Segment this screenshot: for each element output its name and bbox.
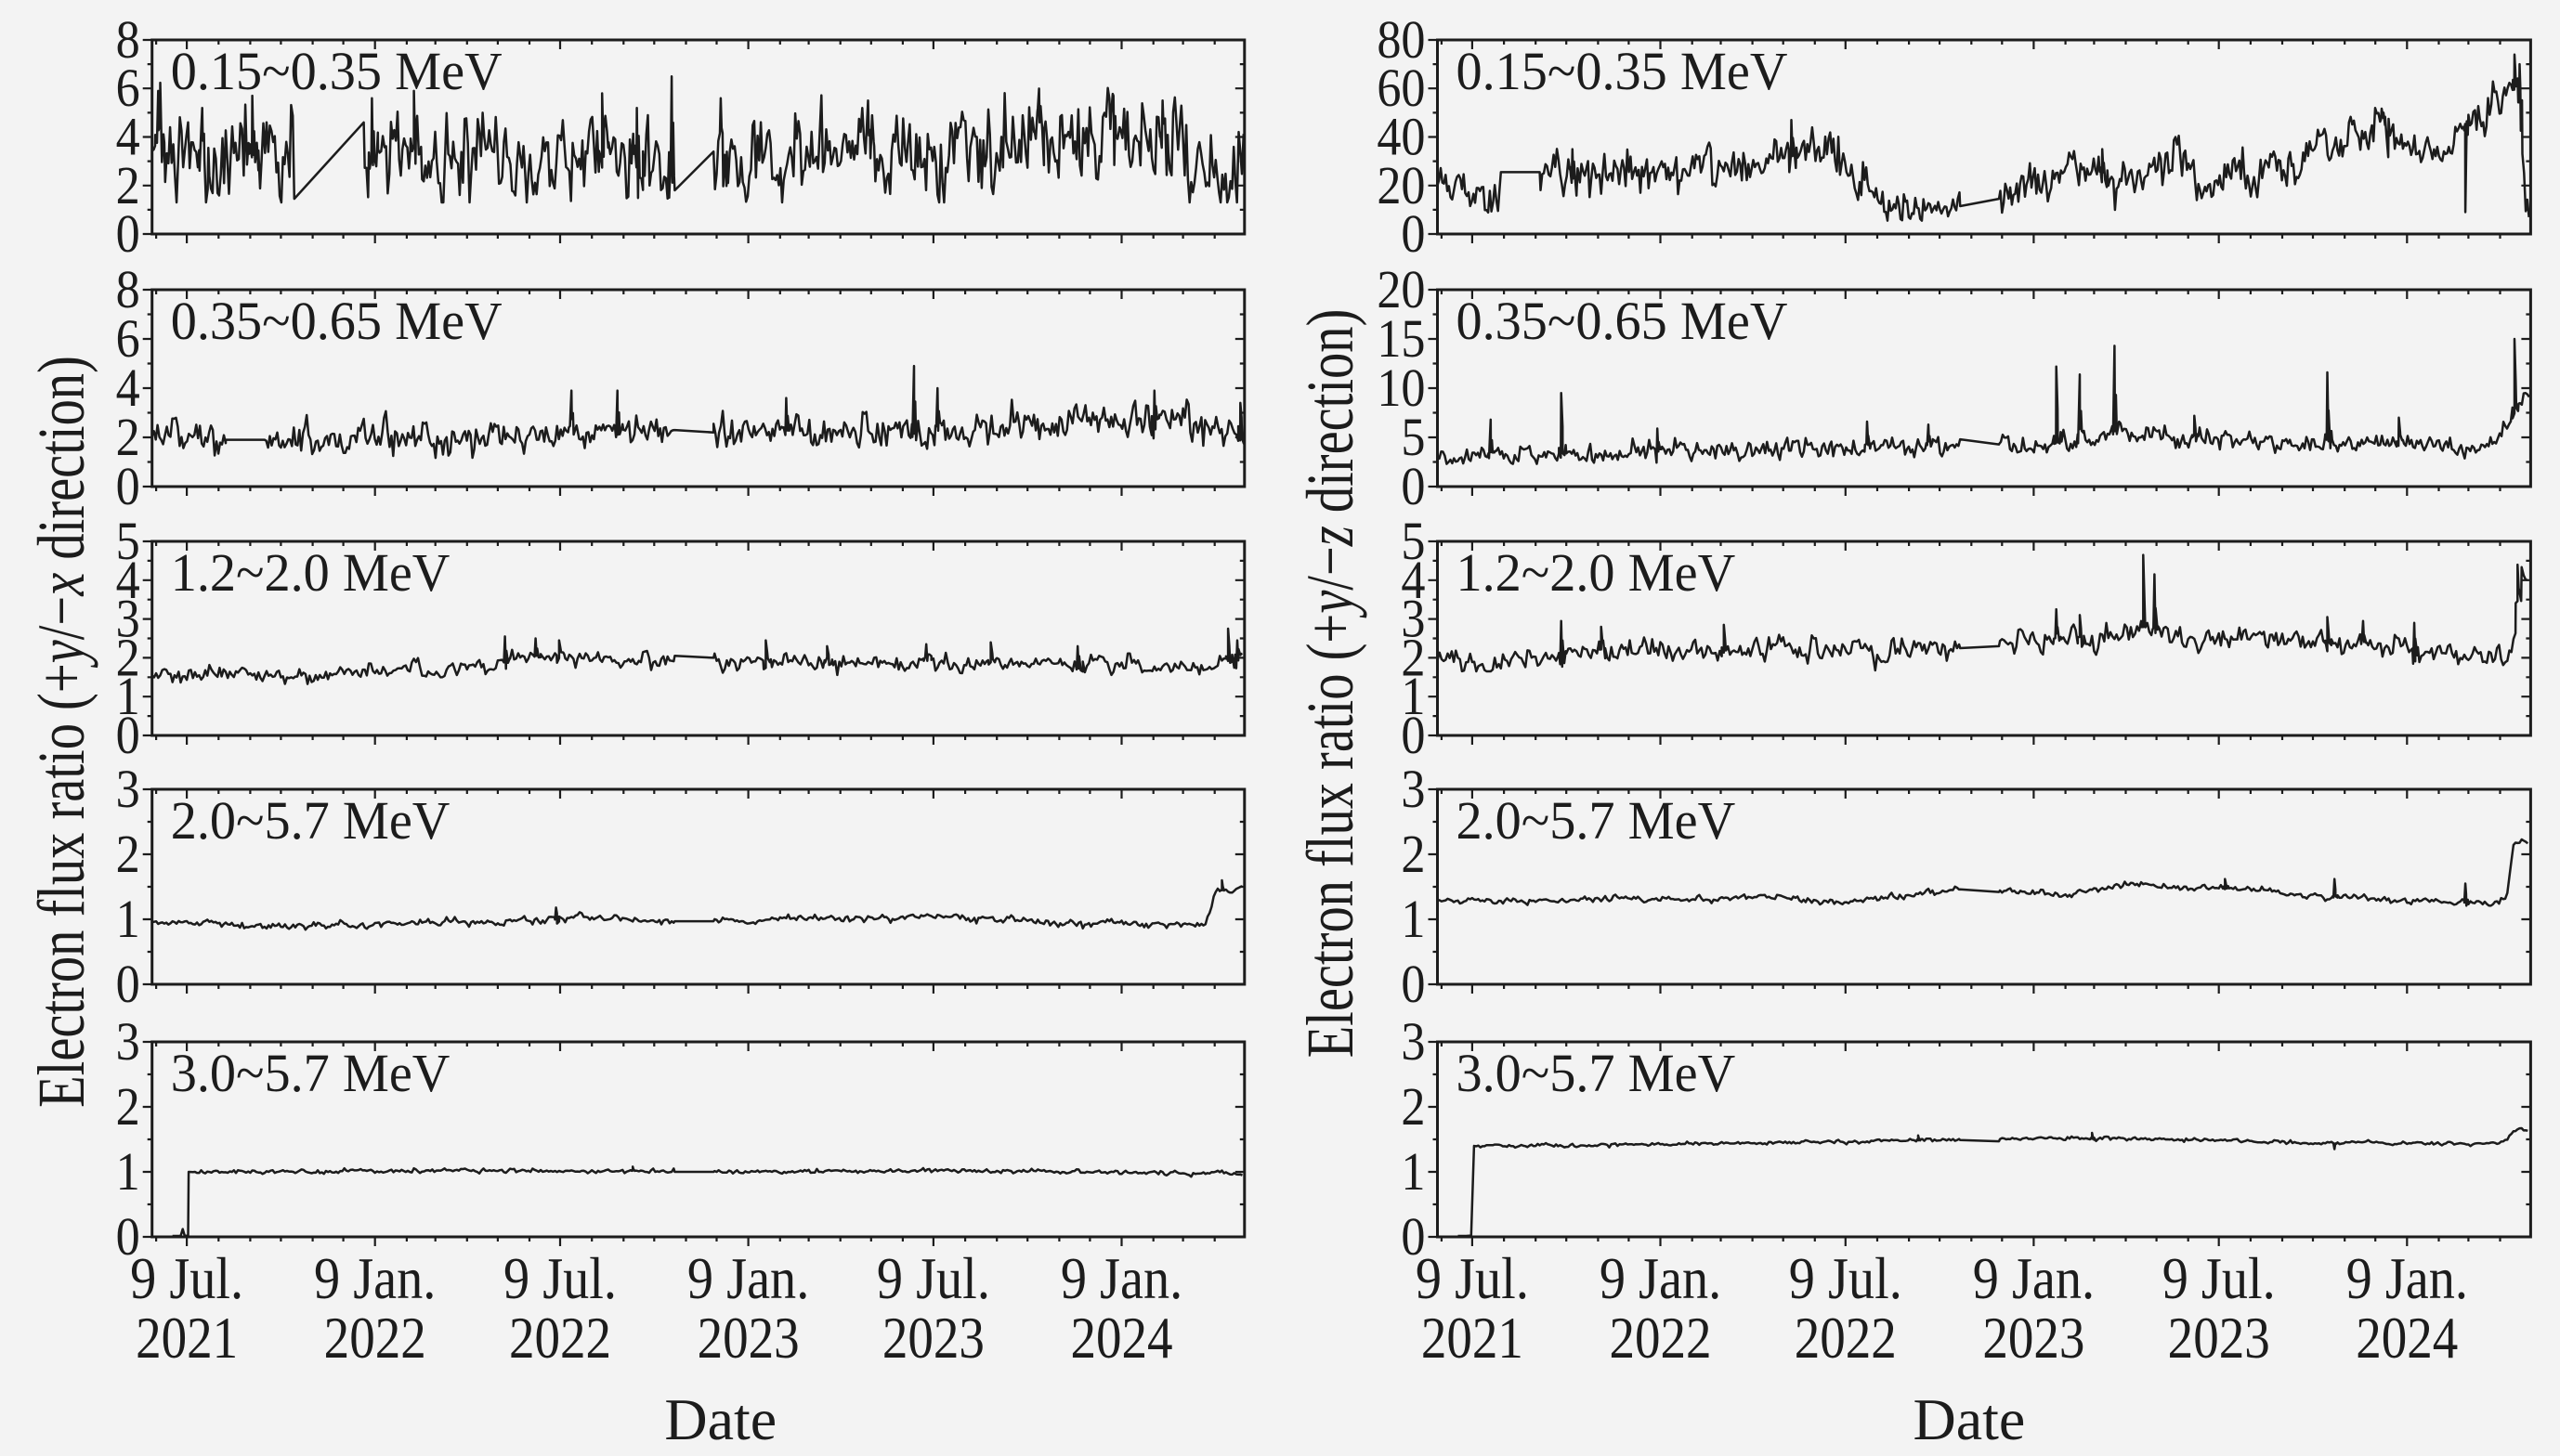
svg-text:2022: 2022 [324,1305,426,1371]
svg-text:0: 0 [1401,203,1425,263]
svg-text:2: 2 [1401,824,1425,883]
svg-text:1: 1 [116,889,140,948]
svg-text:0.15~0.35 MeV: 0.15~0.35 MeV [1456,42,1788,101]
svg-text:10: 10 [1377,358,1425,417]
svg-text:0: 0 [1401,1206,1425,1266]
svg-text:5: 5 [1401,407,1425,466]
svg-text:4: 4 [116,550,140,609]
svg-text:2: 2 [1401,1076,1425,1136]
svg-text:9 Jul.: 9 Jul. [130,1246,243,1312]
svg-text:2021: 2021 [1421,1305,1523,1371]
svg-text:9 Jan.: 9 Jan. [687,1246,809,1312]
svg-text:6: 6 [116,308,140,368]
svg-text:2022: 2022 [509,1305,611,1371]
svg-text:0.35~0.65 MeV: 0.35~0.65 MeV [1456,292,1788,351]
svg-text:40: 40 [1377,107,1425,166]
svg-text:0: 0 [1401,456,1425,515]
svg-text:Date: Date [1913,1386,2025,1451]
svg-text:3.0~5.7 MeV: 3.0~5.7 MeV [1456,1044,1736,1103]
svg-text:3: 3 [116,1011,140,1071]
svg-text:9 Jan.: 9 Jan. [1061,1246,1182,1312]
svg-text:5: 5 [1401,511,1425,570]
svg-text:2023: 2023 [882,1305,985,1371]
svg-text:2: 2 [116,407,140,466]
svg-text:2022: 2022 [1795,1305,1897,1371]
svg-text:3: 3 [1401,589,1425,648]
svg-text:0: 0 [116,954,140,1013]
svg-text:80: 80 [1377,9,1425,69]
svg-text:8: 8 [116,9,140,69]
svg-text:4: 4 [116,107,140,166]
svg-text:15: 15 [1377,308,1425,368]
svg-text:1: 1 [1401,889,1425,948]
svg-text:0.35~0.65 MeV: 0.35~0.65 MeV [171,292,503,351]
svg-text:3.0~5.7 MeV: 3.0~5.7 MeV [171,1044,451,1103]
svg-text:1.2~2.0 MeV: 1.2~2.0 MeV [1456,543,1736,603]
svg-text:3: 3 [116,759,140,818]
svg-text:Date: Date [664,1386,777,1451]
svg-text:2: 2 [116,155,140,214]
svg-text:1: 1 [116,667,140,726]
svg-text:Electron flux ratio (+y/−x dir: Electron flux ratio (+y/−x direction) [23,356,98,1108]
svg-text:9 Jul.: 9 Jul. [877,1246,990,1312]
svg-text:2: 2 [116,628,140,687]
svg-text:0: 0 [116,705,140,764]
svg-text:9 Jul.: 9 Jul. [1789,1246,1902,1312]
svg-text:2.0~5.7 MeV: 2.0~5.7 MeV [1456,791,1736,851]
svg-text:6: 6 [116,58,140,118]
svg-text:1: 1 [1401,1141,1425,1201]
svg-text:9 Jul.: 9 Jul. [1416,1246,1529,1312]
svg-text:0: 0 [116,1206,140,1266]
svg-text:2.0~5.7 MeV: 2.0~5.7 MeV [171,791,451,851]
svg-text:60: 60 [1377,58,1425,118]
svg-text:9 Jan.: 9 Jan. [314,1246,436,1312]
svg-text:0: 0 [1401,705,1425,764]
svg-text:9 Jan.: 9 Jan. [1600,1246,1721,1312]
svg-text:0: 0 [116,456,140,515]
svg-text:2: 2 [116,1076,140,1136]
svg-text:Electron flux ratio (+y/−z dir: Electron flux ratio (+y/−z direction) [1292,309,1366,1059]
svg-text:2: 2 [1401,628,1425,687]
svg-text:1: 1 [1401,667,1425,726]
svg-text:20: 20 [1377,259,1425,318]
svg-text:3: 3 [1401,1011,1425,1071]
svg-text:9 Jan.: 9 Jan. [1973,1246,2095,1312]
svg-text:5: 5 [116,511,140,570]
svg-text:2024: 2024 [1070,1305,1172,1371]
svg-text:2024: 2024 [2356,1305,2458,1371]
svg-text:9 Jan.: 9 Jan. [2346,1246,2468,1312]
svg-text:2022: 2022 [1609,1305,1711,1371]
svg-text:8: 8 [116,259,140,318]
svg-text:0: 0 [116,203,140,263]
svg-text:3: 3 [1401,759,1425,818]
svg-text:9 Jul.: 9 Jul. [2162,1246,2276,1312]
svg-text:4: 4 [116,358,140,417]
svg-text:0: 0 [1401,954,1425,1013]
svg-text:2021: 2021 [136,1305,238,1371]
svg-text:2023: 2023 [698,1305,800,1371]
svg-text:0.15~0.35 MeV: 0.15~0.35 MeV [171,42,503,101]
svg-text:9 Jul.: 9 Jul. [503,1246,617,1312]
svg-text:3: 3 [116,589,140,648]
svg-text:4: 4 [1401,550,1425,609]
svg-text:1.2~2.0 MeV: 1.2~2.0 MeV [171,543,451,603]
svg-text:2023: 2023 [1982,1305,2084,1371]
svg-text:2: 2 [116,824,140,883]
svg-text:20: 20 [1377,155,1425,214]
svg-text:1: 1 [116,1141,140,1201]
svg-text:2023: 2023 [2168,1305,2270,1371]
